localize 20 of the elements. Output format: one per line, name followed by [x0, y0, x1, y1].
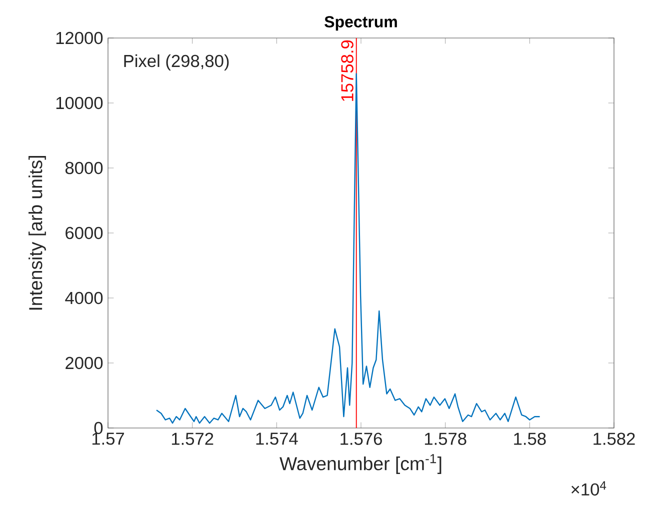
- x-tick-label: 1.57: [92, 432, 124, 445]
- chart-title: Spectrum: [324, 16, 397, 31]
- annotation: 15758.9: [341, 40, 354, 101]
- x-tick-label: 1.576: [340, 432, 382, 445]
- x-tick-label: 1.574: [256, 432, 298, 445]
- x-tick-label: 1.572: [172, 432, 214, 445]
- y-axis-title: Intensity [arb units]: [28, 156, 46, 310]
- x-tick-label: 1.578: [424, 432, 466, 445]
- y-tick-label: 10000: [56, 96, 103, 110]
- x-axis-title: Wavenumber [cm$^{-1}$]: [280, 454, 442, 474]
- y-tick-label: 6000: [66, 226, 103, 240]
- text: ×10$^{4}$: [571, 481, 606, 496]
- y-tick-label: 4000: [65, 292, 103, 304]
- x-tick-label: 1.582: [594, 432, 635, 445]
- y-tick-label: 0: [94, 422, 103, 434]
- y-tick-label: 2000: [66, 356, 103, 370]
- y-tick-label: 12000: [56, 32, 103, 44]
- x-tick-label: 1.58: [514, 432, 546, 445]
- annotation: Pixel (298,80): [124, 54, 229, 71]
- y-tick-label: 8000: [65, 162, 103, 174]
